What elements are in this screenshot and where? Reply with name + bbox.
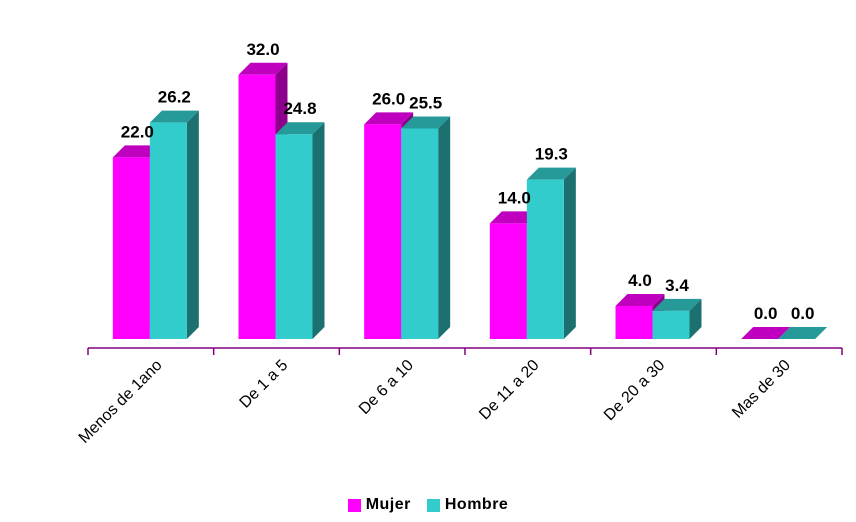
bar-hombre-1: [275, 122, 325, 339]
x-tick-label-5: Mas de 30: [729, 357, 794, 422]
data-labels: 22.026.2 32.0 24.8 26.0 25.5 14.0 19.3 4.0 3.4 0.…: [121, 40, 815, 323]
data-label-mujer-4: 4.0: [628, 271, 652, 290]
x-tick-label-2: De 6 a 10: [356, 357, 417, 418]
legend-swatch-mujer: [347, 498, 361, 512]
x-tick-label-3: De 11 a 20: [476, 357, 543, 424]
bar-hombre-4: [652, 298, 702, 339]
data-label-hombre-1: 24.8: [283, 99, 316, 118]
legend-label-mujer: Mujer: [365, 496, 411, 513]
bar-hombre-0: [149, 110, 199, 339]
bar-hombre-5: [778, 327, 828, 339]
data-label-mujer-0: 22.0: [121, 122, 154, 141]
data-label-hombre-3: 19.3: [535, 145, 568, 164]
data-label-mujer-3: 14.0: [498, 188, 531, 207]
legend-label-hombre: Hombre: [444, 496, 509, 513]
data-label-hombre-2: 25.5: [409, 93, 442, 112]
legend-item-hombre: Hombre: [426, 496, 509, 514]
bar-mujer-5: [741, 327, 791, 339]
x-tick-label-1: De 1 a 5: [237, 357, 292, 412]
data-label-mujer-2: 26.0: [372, 89, 405, 108]
bar-hombre-2: [401, 116, 451, 339]
data-label-mujer-1: 32.0: [246, 40, 279, 59]
legend: Mujer Hombre: [0, 493, 856, 517]
data-label-hombre-5: 0.0: [791, 304, 815, 323]
x-tick-label-4: De 20 a 30: [601, 357, 668, 424]
bars-group: [112, 62, 828, 340]
legend-swatch-hombre: [426, 498, 440, 512]
data-label-hombre-4: 3.4: [665, 276, 689, 295]
data-label-mujer-5: 0.0: [754, 304, 778, 323]
x-axis-ticks: Menos de 1ano De 1 a 5 De 6 a 10 De 11 a 20…: [76, 348, 843, 447]
legend-item-mujer: Mujer: [347, 496, 411, 514]
bar-hombre-3: [526, 167, 576, 339]
x-tick-label-0: Menos de 1ano: [76, 357, 166, 447]
data-label-hombre-0: 26.2: [158, 88, 191, 107]
